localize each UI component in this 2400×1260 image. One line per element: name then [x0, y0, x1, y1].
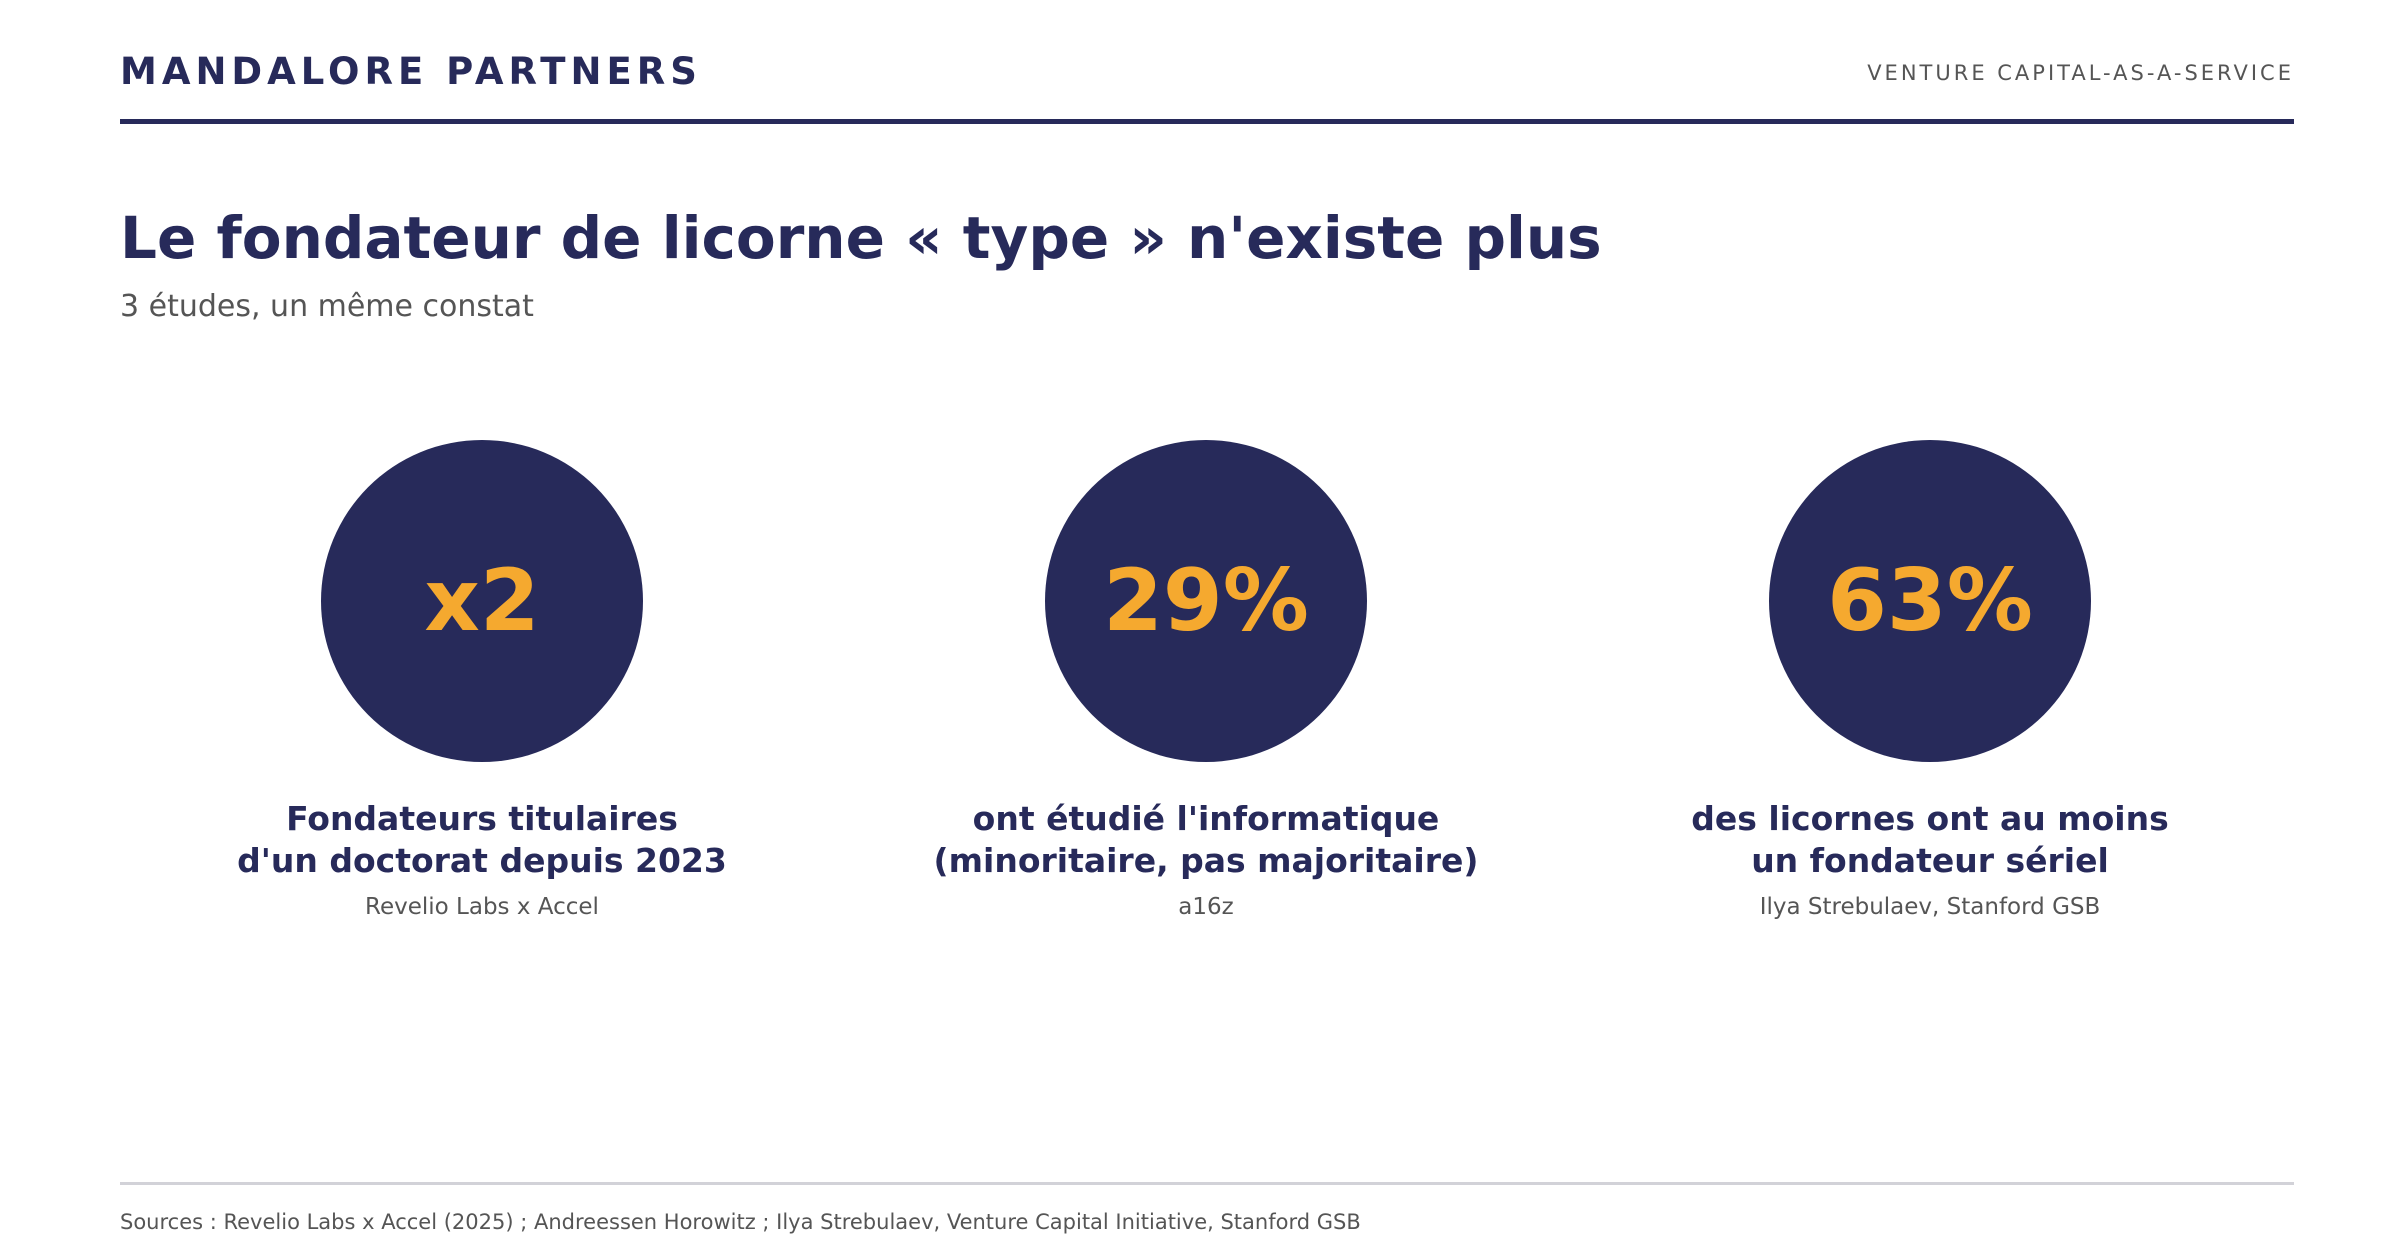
stat-source: Revelio Labs x Accel: [365, 894, 599, 920]
page-title: Le fondateur de licorne « type » n'exist…: [120, 204, 1602, 272]
stat-source: a16z: [1178, 894, 1234, 920]
header: MANDALORE PARTNERS VENTURE CAPITAL-AS-A-…: [120, 50, 2294, 124]
stat-circle: 63%: [1769, 440, 2091, 762]
stat-label-line: d'un doctorat depuis 2023: [237, 841, 727, 880]
stat-card-phd: x2 Fondateurs titulaires d'un doctorat d…: [122, 440, 842, 922]
stat-label: Fondateurs titulaires d'un doctorat depu…: [122, 798, 842, 882]
stat-card-serial-founder: 63% des licornes ont au moins un fondate…: [1570, 440, 2290, 922]
stat-label-line: (minoritaire, pas majoritaire): [933, 841, 1479, 880]
stat-circle: x2: [321, 440, 643, 762]
brand-name: MANDALORE PARTNERS: [120, 50, 702, 93]
stat-label-line: des licornes ont au moins: [1691, 799, 2169, 838]
stat-label-line: un fondateur sériel: [1751, 841, 2109, 880]
page-subtitle: 3 études, un même constat: [120, 289, 534, 324]
footer-divider: [120, 1182, 2294, 1185]
stat-circle: 29%: [1045, 440, 1367, 762]
stat-value: 63%: [1827, 551, 2033, 651]
stat-value: 29%: [1103, 551, 1309, 651]
stat-label: des licornes ont au moins un fondateur s…: [1570, 798, 2290, 882]
stat-label-line: Fondateurs titulaires: [286, 799, 678, 838]
stat-value: x2: [424, 551, 540, 651]
stat-card-computer-science: 29% ont étudié l'informatique (minoritai…: [846, 440, 1566, 922]
stat-source: Ilya Strebulaev, Stanford GSB: [1759, 894, 2101, 920]
brand-tagline: VENTURE CAPITAL-AS-A-SERVICE: [1867, 61, 2294, 85]
stat-label: ont étudié l'informatique (minoritaire, …: [846, 798, 1566, 882]
footer-sources: Sources : Revelio Labs x Accel (2025) ; …: [120, 1210, 1361, 1234]
stat-label-line: ont étudié l'informatique: [972, 799, 1440, 838]
